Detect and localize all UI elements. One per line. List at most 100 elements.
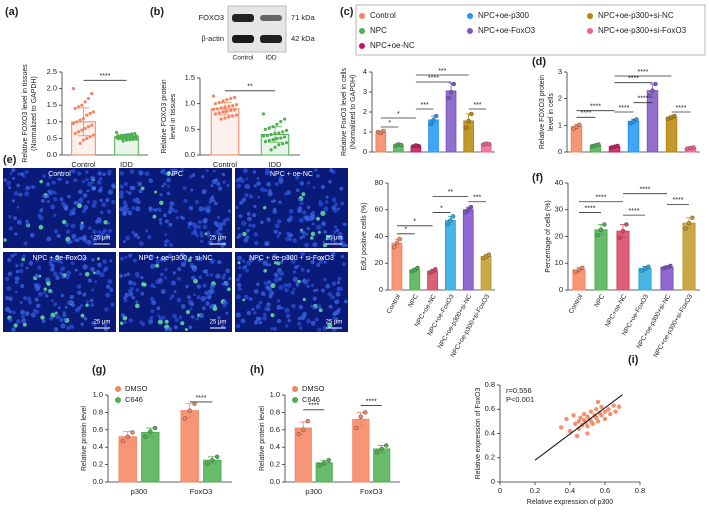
nucleus <box>190 188 194 192</box>
y-tick-label: 2 <box>558 94 562 103</box>
nucleus <box>209 260 214 264</box>
panel-label: (d) <box>532 56 546 68</box>
data-point <box>269 132 273 137</box>
nucleus <box>85 170 89 174</box>
nucleus <box>91 185 97 191</box>
nucleus <box>185 284 189 289</box>
nucleus <box>158 218 163 222</box>
y-tick-label: 0.4 <box>270 442 280 451</box>
nucleus <box>324 237 328 241</box>
nucleus <box>218 186 223 191</box>
nucleus <box>107 172 111 176</box>
nucleus <box>85 300 89 304</box>
data-point <box>602 409 608 414</box>
nucleus <box>15 269 20 274</box>
nucleus <box>221 172 226 177</box>
data-point <box>468 204 474 210</box>
nucleus <box>91 242 95 246</box>
nucleus <box>21 257 26 262</box>
nucleus <box>246 310 252 316</box>
nucleus <box>286 217 292 223</box>
nucleus <box>218 232 223 238</box>
data-point <box>229 108 233 112</box>
nucleus <box>207 295 212 300</box>
nucleus <box>206 233 212 238</box>
nucleus <box>166 177 171 183</box>
nucleus <box>164 267 168 272</box>
y-tick-label: 0.2 <box>270 460 280 469</box>
nucleus <box>245 268 249 273</box>
nucleus <box>272 209 278 215</box>
nucleus <box>63 318 68 322</box>
nucleus <box>103 268 108 272</box>
significance-bracket: * <box>380 120 399 128</box>
legend-marker <box>359 13 365 19</box>
data-point <box>128 138 132 142</box>
data-point <box>187 408 192 413</box>
nucleus <box>270 283 276 289</box>
nucleus <box>132 258 138 263</box>
nucleus <box>154 190 158 194</box>
nucleus <box>78 236 83 240</box>
nucleus <box>91 321 95 325</box>
nucleus <box>211 179 217 185</box>
nucleus <box>171 281 176 286</box>
data-point <box>588 409 594 414</box>
data-point <box>686 220 692 226</box>
nucleus <box>35 303 41 309</box>
nucleus <box>16 205 20 209</box>
data-point <box>119 136 124 140</box>
nucleus <box>269 290 275 296</box>
legend-marker <box>587 13 593 19</box>
nucleus <box>276 234 280 238</box>
nucleus <box>69 294 75 300</box>
nucleus <box>13 216 17 221</box>
nucleus <box>221 275 226 280</box>
nucleus <box>134 233 138 237</box>
nucleus <box>34 297 39 302</box>
y-axis-label: Relative FoxO3 level in cells <box>341 68 348 156</box>
nucleus <box>157 314 161 318</box>
data-point <box>121 139 125 143</box>
nucleus <box>150 283 155 288</box>
data-point <box>75 120 79 124</box>
data-point <box>358 414 363 419</box>
significance-bracket: **** <box>83 73 127 81</box>
nucleus <box>327 322 333 328</box>
data-point <box>271 125 275 129</box>
nucleus <box>236 294 241 300</box>
y-tick-label: 40 <box>555 178 563 187</box>
nucleus <box>187 226 191 229</box>
legend-label: DMSO <box>302 384 325 393</box>
significance-bracket: ** <box>432 189 469 197</box>
data-point <box>233 95 237 100</box>
data-point <box>415 265 420 271</box>
nucleus <box>241 259 246 263</box>
data-point <box>131 137 135 141</box>
nucleus <box>278 178 284 184</box>
significance-bracket: *** <box>415 68 469 76</box>
nucleus <box>12 176 16 180</box>
bar <box>660 266 674 291</box>
nucleus <box>118 193 124 199</box>
legend-label: NPC+oe-p300+si-FoxO3 <box>598 26 687 35</box>
nucleus <box>302 297 306 302</box>
nucleus <box>199 239 204 243</box>
bar <box>180 410 199 483</box>
nucleus <box>140 291 145 296</box>
nucleus <box>202 283 207 288</box>
nucleus <box>276 318 282 324</box>
nucleus <box>24 311 30 316</box>
data-point <box>231 114 235 118</box>
nucleus <box>330 238 334 242</box>
micrograph-label: NPC + oe-NC <box>270 171 313 178</box>
nucleus <box>331 281 337 287</box>
nucleus <box>320 184 325 190</box>
nucleus <box>138 241 144 247</box>
data-point <box>281 130 285 134</box>
nucleus <box>123 298 128 303</box>
nucleus <box>273 277 279 283</box>
nucleus <box>15 264 19 268</box>
nucleus <box>38 224 44 230</box>
nucleus <box>54 311 58 315</box>
